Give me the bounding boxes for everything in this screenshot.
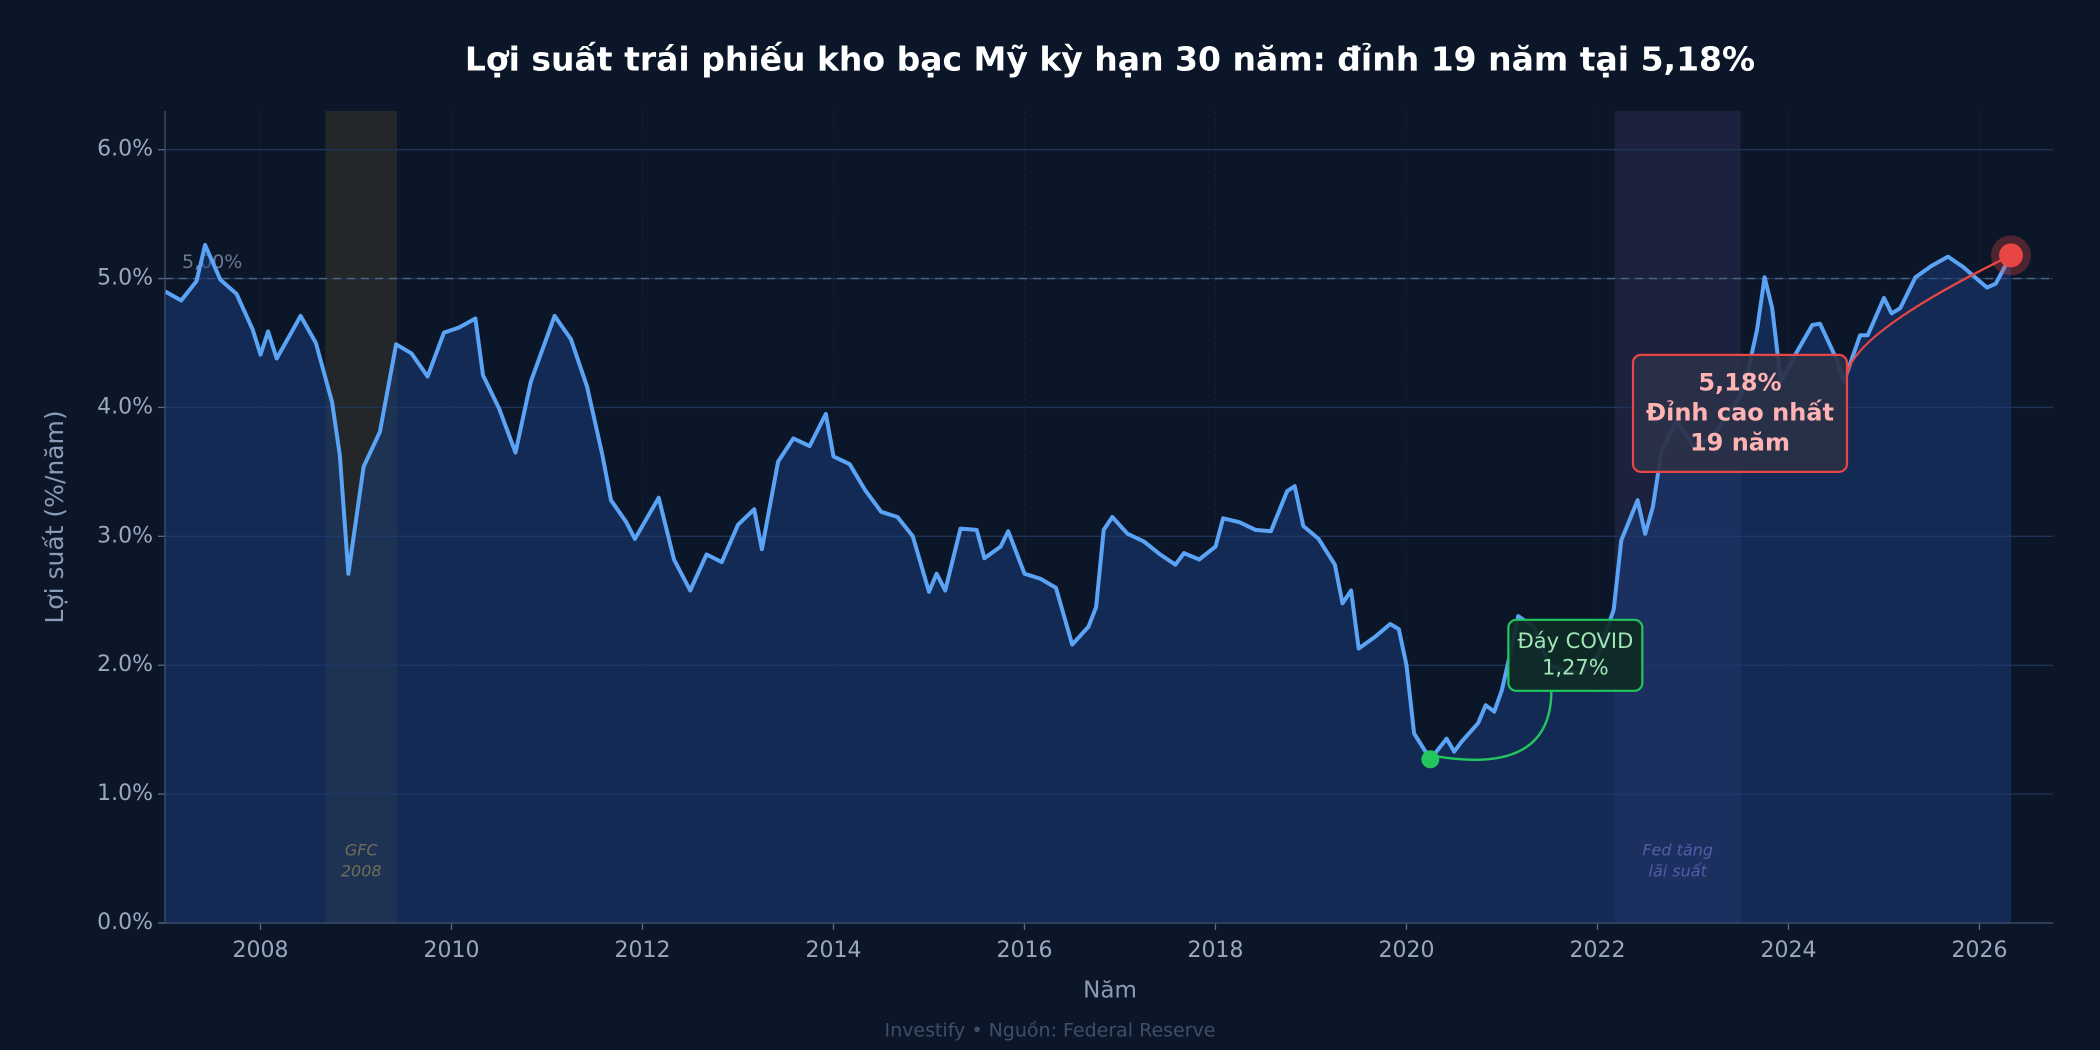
x-tick-label: 2020 (1378, 938, 1434, 963)
x-tick-label: 2012 (614, 938, 670, 963)
y-tick-label: 4.0% (97, 394, 153, 419)
y-tick-label: 3.0% (97, 523, 153, 548)
y-tick-label: 1.0% (97, 781, 153, 806)
y-axis-title: Lợi suất (%/năm) (40, 410, 69, 623)
annotation-arrow (1436, 691, 1553, 761)
area (165, 245, 2011, 923)
x-tick-label: 2022 (1569, 938, 1625, 963)
x-tick-label: 2014 (805, 938, 861, 963)
x-tick-label: 2026 (1951, 938, 2007, 963)
x-tick-label: 2008 (232, 938, 288, 963)
y-tick-label: 2.0% (97, 652, 153, 677)
annotation-text: 1,27% (1542, 655, 1609, 679)
x-tick-label: 2018 (1187, 938, 1243, 963)
x-tick-label: 2010 (423, 938, 479, 963)
x-tick-label: 2024 (1760, 938, 1816, 963)
annotation-text: 5,18% (1698, 368, 1781, 396)
y-tick-label: 6.0% (97, 137, 153, 162)
annotation-text: Đỉnh cao nhất (1646, 398, 1834, 426)
y-tick-label: 0.0% (97, 910, 153, 935)
chart-title: Lợi suất trái phiếu kho bạc Mỹ kỳ hạn 30… (465, 40, 1755, 79)
annotation-box (1507, 618, 1644, 692)
x-axis-title: Năm (1083, 978, 1137, 1004)
annotation-point (1421, 750, 1440, 769)
footer: Investify • Nguồn: Federal Reserve (885, 1020, 1216, 1042)
annotation-box (1631, 353, 1849, 473)
annotation-point (1998, 243, 2023, 268)
x-tick-label: 2016 (996, 938, 1052, 963)
annotation-text: Đáy COVID (1517, 629, 1633, 653)
y-tick-label: 5.0% (97, 266, 153, 291)
annotation-text: 19 năm (1690, 428, 1790, 456)
